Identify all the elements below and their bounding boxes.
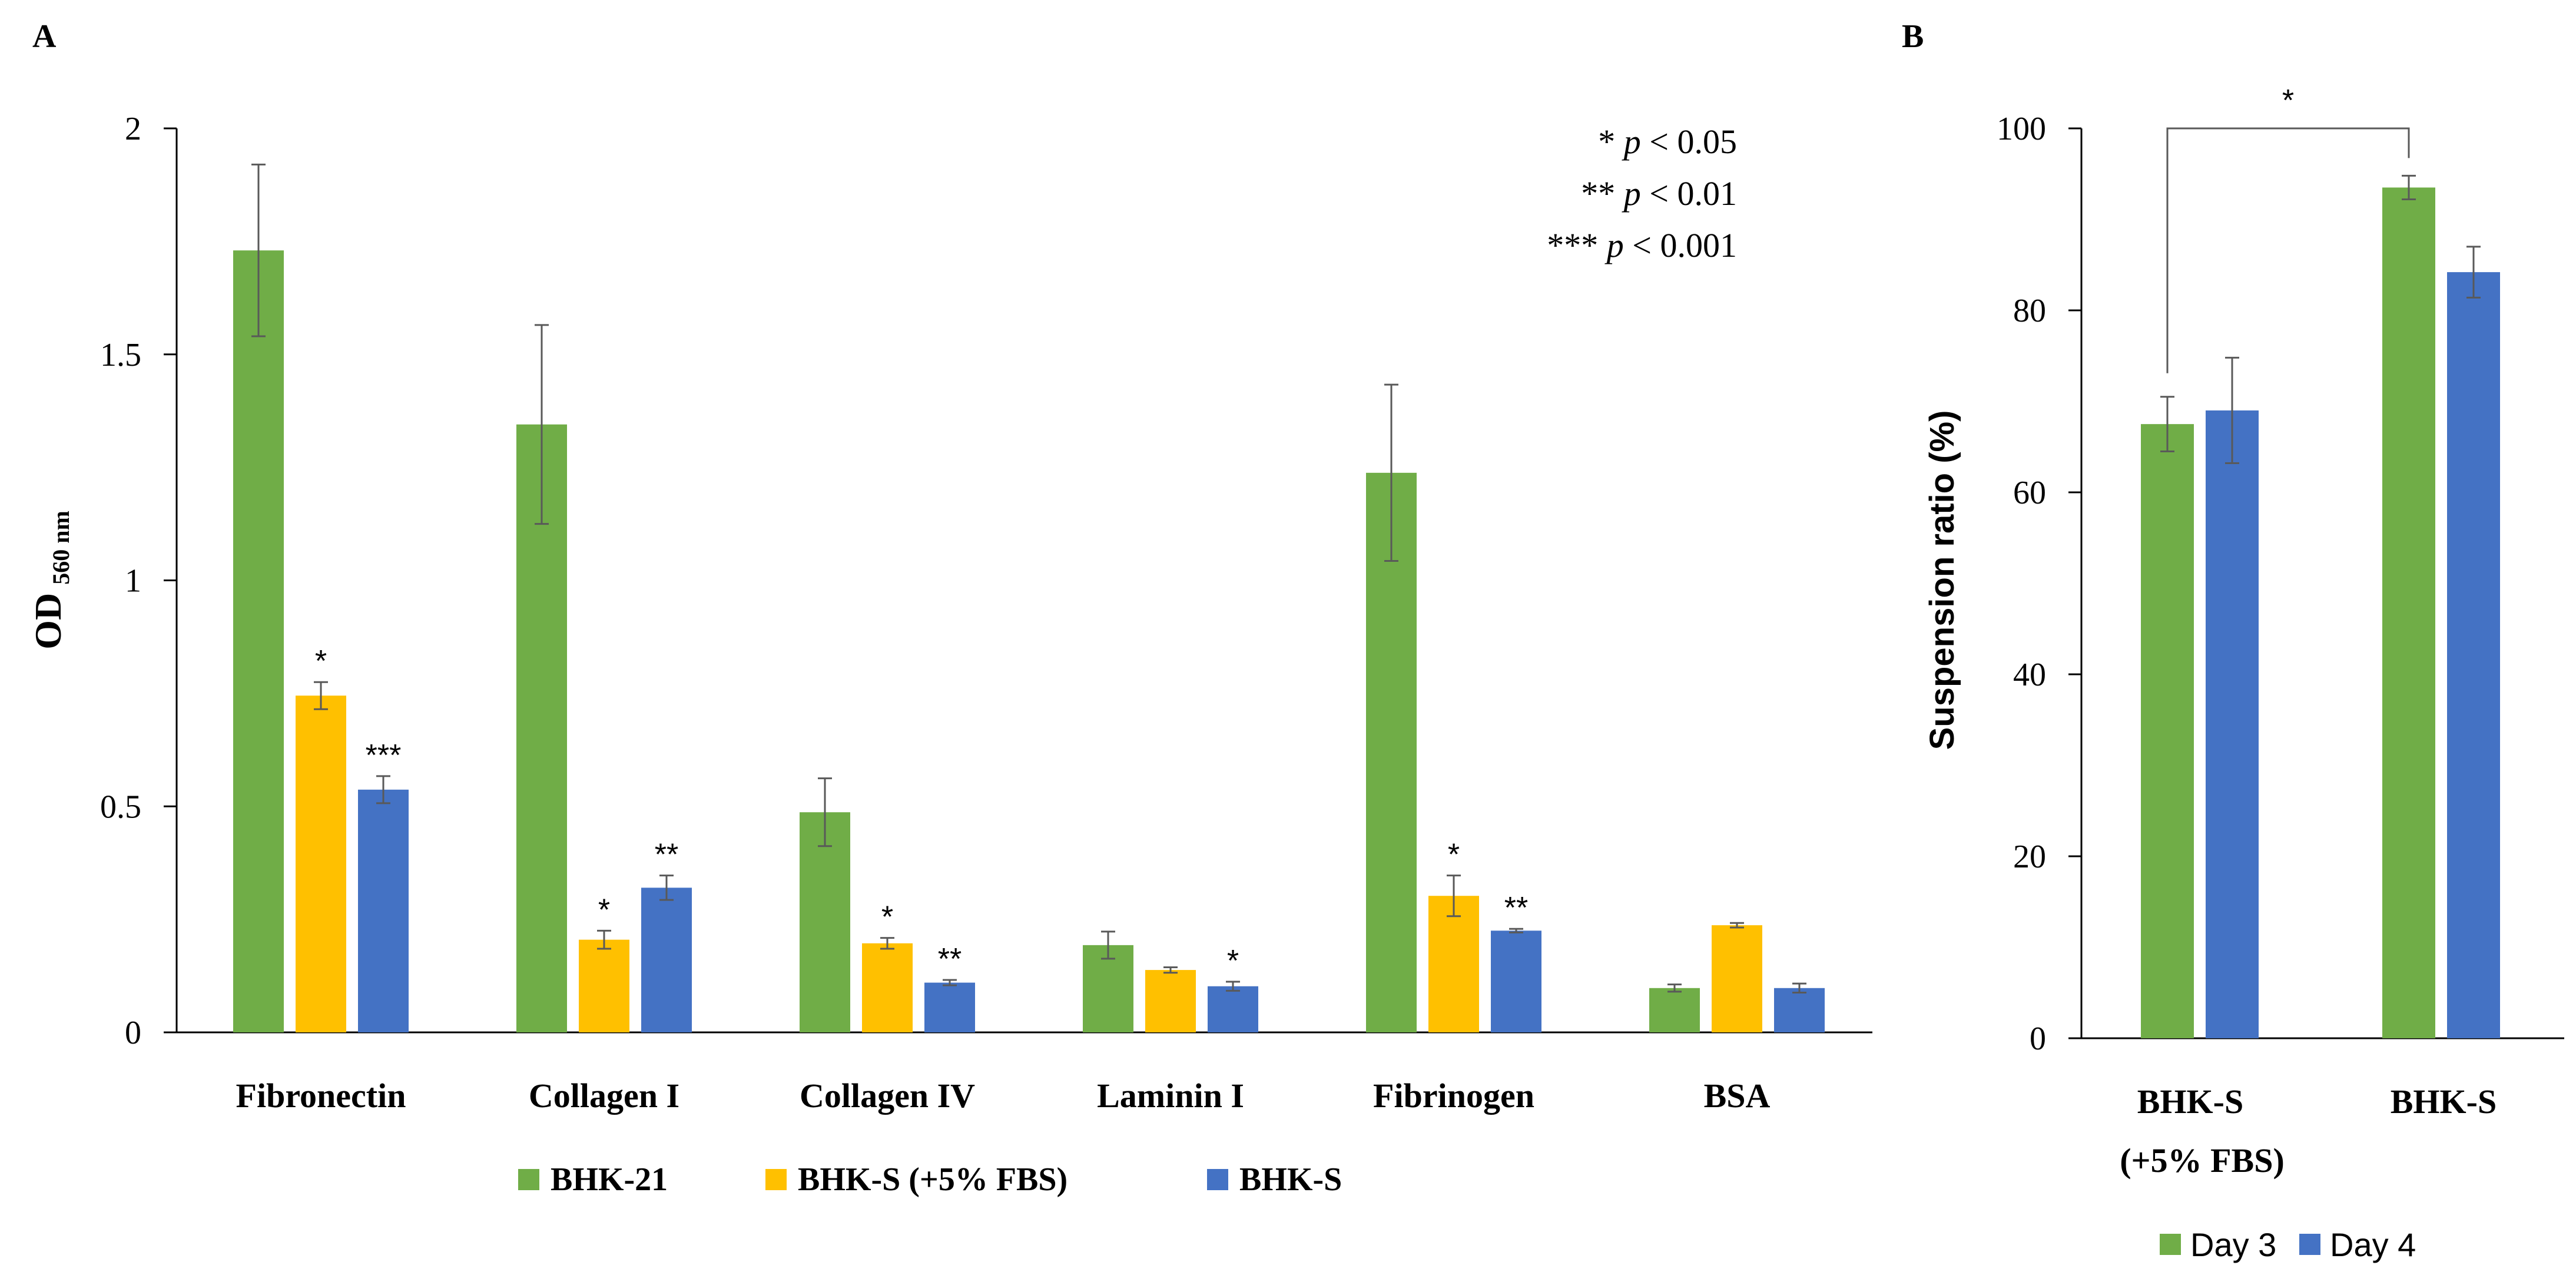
bars-b — [2141, 174, 2500, 1039]
significance-marker: * — [315, 644, 327, 678]
bar — [1145, 970, 1196, 1032]
legend-swatch-bhks-fbs — [765, 1169, 787, 1190]
panel-b-label: B — [1902, 18, 1924, 55]
legend-swatch-bhk21 — [518, 1169, 539, 1190]
category-labels-a: Fibronectin Collagen I Collagen IV Laminin … — [236, 1077, 1771, 1115]
chart-b: 0 20 40 60 80 100 * BHK-S (+5% FBS) BHK-S Sus… — [1923, 84, 2564, 1263]
bar — [2141, 424, 2194, 1038]
significance-note: * p < 0.05 ** p < 0.01 *** p < 0.001 — [1547, 122, 1737, 264]
y-axis-title-b: Suspension ratio (%) — [1923, 410, 1961, 750]
y-tick-label-a: 0.5 — [100, 789, 141, 825]
legend-label-bhks-fbs: BHK-S (+5% FBS) — [798, 1161, 1067, 1198]
significance-marker: * — [1448, 838, 1460, 872]
bracket-line — [2166, 127, 2410, 373]
bar — [516, 424, 567, 1032]
legend-swatch-day3 — [2160, 1234, 2181, 1255]
legend-a: BHK-21 BHK-S (+5% FBS) BHK-S — [518, 1161, 1342, 1198]
bar — [800, 812, 850, 1032]
bar — [1649, 988, 1700, 1032]
significance-marker: ** — [938, 942, 962, 976]
bar — [233, 250, 284, 1033]
legend-label-bhk21: BHK-21 — [551, 1161, 668, 1198]
y-axis-title-a: OD 560 nm — [27, 511, 74, 650]
y-tick-label-b: 60 — [2013, 475, 2046, 511]
category-label-b-2: BHK-S — [2391, 1082, 2497, 1121]
y-tick-label-b: 20 — [2013, 839, 2046, 875]
bars-a: ********** **** — [233, 163, 1825, 1033]
category-label-b-1-line1: BHK-S — [2137, 1082, 2244, 1121]
legend-label-day3: Day 3 — [2190, 1226, 2276, 1263]
panel-a-label: A — [32, 18, 57, 55]
bar — [1083, 945, 1133, 1032]
category-label-a: Collagen I — [529, 1077, 679, 1115]
legend-label-day4: Day 4 — [2330, 1226, 2416, 1263]
bracket-label: * — [2282, 84, 2294, 118]
bar — [1712, 925, 1762, 1032]
category-label-a: BSA — [1704, 1077, 1771, 1115]
y-ticks-b: 0 20 40 60 80 100 — [1997, 111, 2081, 1057]
significance-marker: * — [598, 893, 610, 927]
category-label-a: Fibrinogen — [1373, 1077, 1534, 1115]
y-ticks-a: 0 0.5 1 1.5 2 — [100, 111, 177, 1051]
legend-b: Day 3 Day 4 — [2160, 1226, 2416, 1263]
sig-note-line-1: * p < 0.05 — [1598, 122, 1737, 161]
significance-marker: * — [1227, 944, 1239, 978]
bar — [2447, 272, 2500, 1038]
bar — [2206, 410, 2259, 1039]
bar — [641, 887, 692, 1032]
bar — [1366, 472, 1417, 1032]
legend-label-bhks: BHK-S — [1239, 1161, 1342, 1198]
bar — [296, 696, 346, 1032]
significance-marker: ** — [1504, 891, 1528, 925]
bar — [579, 939, 629, 1032]
y-tick-label-b: 100 — [1997, 111, 2046, 147]
sig-note-line-3: *** p < 0.001 — [1547, 226, 1737, 264]
sig-note-line-2: ** p < 0.01 — [1581, 174, 1737, 213]
bar — [1774, 988, 1825, 1032]
y-tick-label-a: 2 — [125, 111, 141, 147]
bar — [862, 943, 913, 1032]
chart-a: 00.511.52 ********** **** Fibronectin Coll… — [27, 111, 1872, 1198]
significance-marker: *** — [366, 738, 402, 773]
significance-bracket: * — [2166, 84, 2410, 373]
y-tick-label-a: 0 — [125, 1015, 141, 1051]
y-tick-label-b: 80 — [2013, 293, 2046, 329]
y-tick-label-a: 1 — [125, 563, 141, 600]
bar — [1491, 930, 1541, 1032]
bar — [1428, 896, 1479, 1032]
bar — [2382, 187, 2435, 1038]
category-label-a: Fibronectin — [236, 1077, 406, 1115]
legend-swatch-day4 — [2299, 1234, 2320, 1255]
significance-marker: ** — [655, 838, 678, 872]
significance-marker: * — [881, 900, 893, 935]
category-label-b-1-line2: (+5% FBS) — [2120, 1141, 2285, 1180]
bar — [1208, 986, 1258, 1032]
y-tick-label-b: 40 — [2013, 657, 2046, 693]
legend-swatch-bhks — [1207, 1169, 1228, 1190]
y-tick-label-b: 0 — [2030, 1021, 2046, 1057]
category-label-a: Laminin I — [1097, 1077, 1244, 1115]
category-label-a: Collagen IV — [800, 1077, 975, 1115]
bar — [924, 982, 975, 1032]
y-tick-label-a: 1.5 — [100, 337, 141, 373]
bar — [358, 789, 409, 1032]
